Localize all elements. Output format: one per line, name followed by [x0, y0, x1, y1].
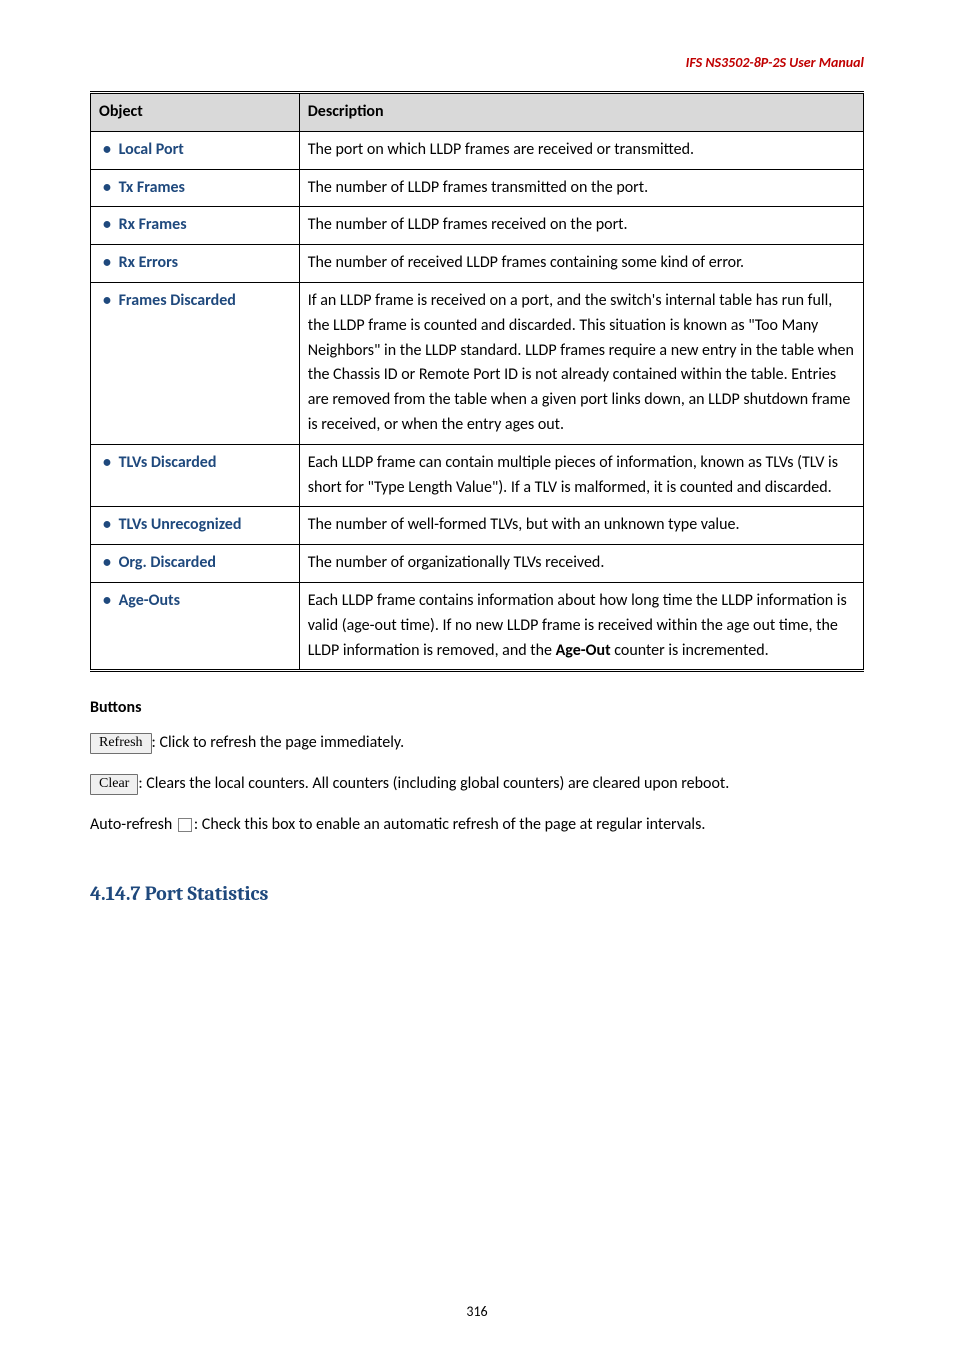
description-cell: If an LLDP frame is received on a port, …: [299, 282, 863, 444]
section-heading-port-statistics: 4.14.7 Port Statistics: [90, 882, 864, 905]
table-row: • Rx ErrorsThe number of received LLDP f…: [91, 245, 864, 283]
description-cell: The number of well-formed TLVs, but with…: [299, 507, 863, 545]
auto-refresh-text: : Check this box to enable an automatic …: [194, 815, 706, 834]
object-cell: • Rx Errors: [91, 245, 300, 283]
object-cell: • Rx Frames: [91, 207, 300, 245]
auto-refresh-checkbox[interactable]: [178, 818, 192, 832]
table-row: • Org. DiscardedThe number of organizati…: [91, 545, 864, 583]
description-cell: The number of LLDP frames received on th…: [299, 207, 863, 245]
auto-refresh-description: Auto-refresh : Check this box to enable …: [90, 813, 864, 838]
clear-button[interactable]: Clear: [90, 774, 138, 794]
object-label: Frames Discarded: [115, 291, 236, 310]
object-label: Local Port: [115, 140, 184, 159]
buttons-heading: Buttons: [90, 698, 864, 717]
description-cell: Each LLDP frame contains information abo…: [299, 582, 863, 670]
description-cell: The number of organizationally TLVs rece…: [299, 545, 863, 583]
object-label: Age-Outs: [115, 591, 180, 610]
table-row: • Frames DiscardedIf an LLDP frame is re…: [91, 282, 864, 444]
object-cell: • Org. Discarded: [91, 545, 300, 583]
table-row: • Age-OutsEach LLDP frame contains infor…: [91, 582, 864, 670]
table-row: • Local PortThe port on which LLDP frame…: [91, 131, 864, 169]
object-label: Rx Errors: [115, 253, 178, 272]
description-cell: The number of LLDP frames transmitted on…: [299, 169, 863, 207]
object-label: Tx Frames: [115, 178, 185, 197]
bullet-icon: •: [103, 215, 111, 234]
object-description-table: Object Description • Local PortThe port …: [90, 91, 864, 672]
description-cell: The number of received LLDP frames conta…: [299, 245, 863, 283]
table-row: • Tx FramesThe number of LLDP frames tra…: [91, 169, 864, 207]
description-cell: Each LLDP frame can contain multiple pie…: [299, 444, 863, 507]
object-cell: • TLVs Discarded: [91, 444, 300, 507]
table-header-row: Object Description: [91, 93, 864, 132]
bullet-icon: •: [103, 515, 111, 534]
object-label: Org. Discarded: [115, 553, 216, 572]
object-label: TLVs Unrecognized: [115, 515, 241, 534]
col-header-description: Description: [299, 93, 863, 132]
bullet-icon: •: [103, 553, 111, 572]
auto-refresh-prefix: Auto-refresh: [90, 815, 176, 834]
table-row: • TLVs DiscardedEach LLDP frame can cont…: [91, 444, 864, 507]
object-cell: • Tx Frames: [91, 169, 300, 207]
bullet-icon: •: [103, 140, 111, 159]
clear-button-text: : Clears the local counters. All counter…: [138, 774, 729, 793]
table-row: • TLVs UnrecognizedThe number of well-fo…: [91, 507, 864, 545]
table-row: • Rx FramesThe number of LLDP frames rec…: [91, 207, 864, 245]
col-header-object: Object: [91, 93, 300, 132]
description-cell: The port on which LLDP frames are receiv…: [299, 131, 863, 169]
running-header: IFS NS3502-8P-2S User Manual: [90, 54, 864, 71]
clear-button-description: Clear: Clears the local counters. All co…: [90, 772, 864, 797]
object-cell: • Frames Discarded: [91, 282, 300, 444]
refresh-button-description: Refresh: Click to refresh the page immed…: [90, 731, 864, 756]
object-cell: • TLVs Unrecognized: [91, 507, 300, 545]
bullet-icon: •: [103, 178, 111, 197]
object-label: Rx Frames: [115, 215, 187, 234]
refresh-button-text: : Click to refresh the page immediately.: [152, 733, 405, 752]
refresh-button[interactable]: Refresh: [90, 733, 152, 753]
bullet-icon: •: [103, 453, 111, 472]
object-cell: • Local Port: [91, 131, 300, 169]
object-label: TLVs Discarded: [115, 453, 216, 472]
object-cell: • Age-Outs: [91, 582, 300, 670]
bullet-icon: •: [103, 591, 111, 610]
bullet-icon: •: [103, 291, 111, 310]
bullet-icon: •: [103, 253, 111, 272]
table-body: • Local PortThe port on which LLDP frame…: [91, 131, 864, 671]
page-number: 316: [0, 1303, 954, 1320]
